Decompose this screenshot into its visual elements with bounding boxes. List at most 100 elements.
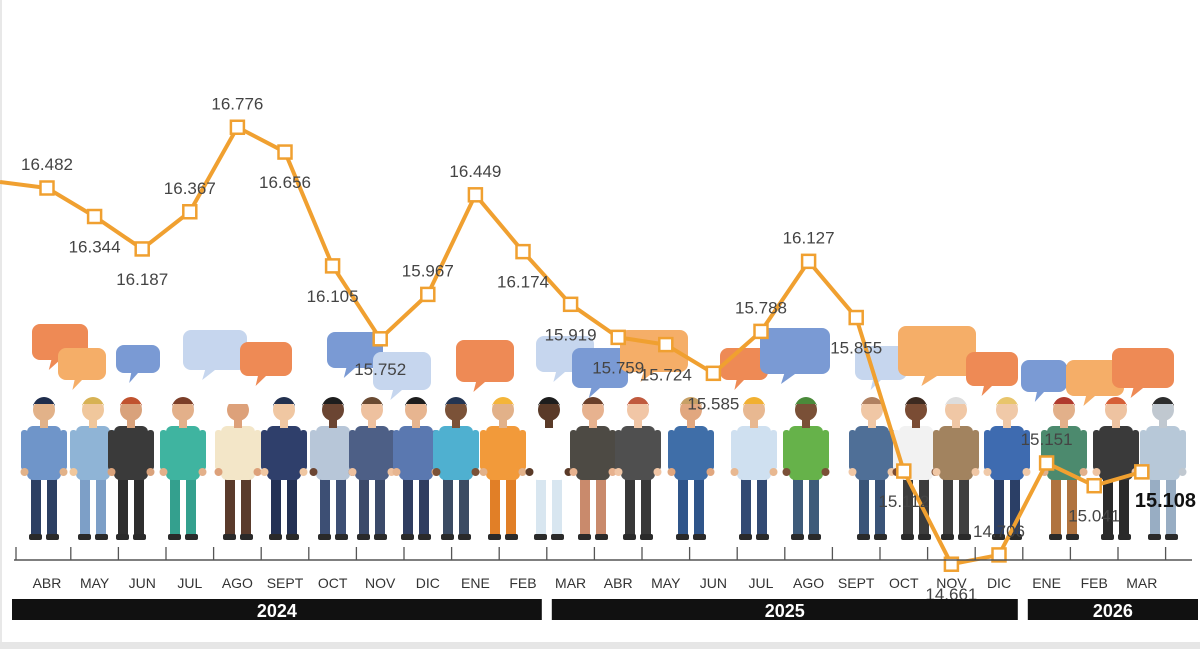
data-label: 16.449 bbox=[449, 162, 501, 181]
speech-bubble-icon bbox=[240, 342, 292, 386]
data-label: 16.776 bbox=[211, 94, 263, 113]
left-edge bbox=[0, 0, 2, 642]
speech-bubble-icon bbox=[58, 348, 106, 390]
speech-bubble-icon bbox=[1021, 360, 1067, 402]
year-band bbox=[551, 599, 1018, 620]
x-tick-label: MAR bbox=[1126, 575, 1157, 591]
x-tick-label: NOV bbox=[936, 575, 967, 591]
data-point-marker bbox=[182, 204, 198, 220]
worker-figure-icon bbox=[20, 397, 68, 540]
x-tick-label: ABR bbox=[604, 575, 633, 591]
x-tick-label: ABR bbox=[33, 575, 62, 591]
data-label: 16.105 bbox=[307, 287, 359, 306]
worker-figure-icon bbox=[730, 397, 778, 540]
data-label: 16.127 bbox=[783, 228, 835, 247]
year-bands: 2024 2025 2026 bbox=[12, 599, 1198, 621]
data-point-marker bbox=[610, 329, 626, 346]
data-label: 15.759 bbox=[592, 358, 644, 377]
speech-bubble-icon bbox=[898, 326, 976, 386]
x-tick-label: JUN bbox=[700, 575, 727, 591]
x-tick-label: NOV bbox=[365, 575, 396, 591]
data-point-marker bbox=[372, 331, 388, 347]
speech-bubble-icon bbox=[456, 340, 514, 392]
worker-figure-icon bbox=[782, 397, 830, 540]
x-axis: ABR MAY JUN JUL AGO SEPT OCT NOV DIC ENE FEB MAR ABR… bbox=[14, 547, 1192, 591]
x-tick-label: OCT bbox=[318, 575, 348, 591]
data-label: 15.788 bbox=[735, 298, 787, 317]
speech-bubble-icon bbox=[116, 345, 160, 383]
data-point-marker bbox=[896, 463, 912, 479]
x-tick-label: ENE bbox=[1032, 575, 1061, 591]
data-label: 15.967 bbox=[402, 261, 454, 280]
worker-figure-icon bbox=[983, 397, 1031, 540]
year-label: 2024 bbox=[257, 601, 297, 621]
x-tick-label: FEB bbox=[1081, 575, 1108, 591]
speech-bubble-icon bbox=[1066, 360, 1124, 406]
workers-group-illustration bbox=[20, 324, 1187, 540]
x-tick-label: AGO bbox=[222, 575, 253, 591]
x-tick-label: ENE bbox=[461, 575, 490, 591]
x-tick-label: DIC bbox=[987, 575, 1011, 591]
data-label: 16.187 bbox=[116, 270, 168, 289]
x-tick-label: JUL bbox=[177, 575, 202, 591]
data-label: 16.174 bbox=[497, 273, 549, 292]
data-label: 14.706 bbox=[973, 522, 1025, 541]
data-point-marker bbox=[515, 243, 531, 260]
data-point-marker bbox=[943, 556, 960, 572]
data-point-marker bbox=[277, 144, 293, 160]
data-point-marker bbox=[705, 365, 722, 382]
data-point-marker bbox=[229, 119, 246, 136]
worker-figure-icon bbox=[569, 397, 617, 540]
year-band bbox=[1027, 599, 1198, 620]
data-point-marker bbox=[753, 323, 769, 340]
worker-figure-icon bbox=[932, 397, 980, 540]
x-tick-label: MAR bbox=[555, 575, 586, 591]
speech-bubble-icon bbox=[572, 348, 628, 398]
year-label: 2026 bbox=[1093, 601, 1133, 621]
worker-figure-icon bbox=[1040, 397, 1088, 540]
year-label: 2025 bbox=[765, 601, 805, 621]
worker-figure-icon bbox=[667, 397, 715, 540]
data-label: 15.855 bbox=[830, 339, 882, 358]
worker-figure-icon bbox=[159, 397, 207, 540]
data-label: 15.108 bbox=[1135, 490, 1196, 512]
data-label: 16.367 bbox=[164, 179, 216, 198]
speech-bubble-icon bbox=[373, 352, 431, 400]
data-label: 16.656 bbox=[259, 173, 311, 192]
worker-figure-icon bbox=[432, 397, 480, 540]
data-point-marker bbox=[467, 187, 484, 203]
data-point-marker bbox=[848, 309, 864, 326]
worker-figure-icon bbox=[525, 397, 573, 540]
data-point-marker bbox=[1086, 477, 1102, 494]
worker-figure-icon bbox=[1139, 397, 1187, 540]
data-point-marker bbox=[800, 253, 817, 270]
data-label: 15.585 bbox=[687, 394, 739, 413]
x-tick-label: MAY bbox=[651, 575, 681, 591]
series-line-group: 16.482 16.344 16.187 16.367 16.776 16.656 16.1… bbox=[0, 94, 1196, 604]
data-point-marker bbox=[324, 258, 341, 274]
worker-figure-icon bbox=[107, 397, 155, 540]
data-label: 16.344 bbox=[69, 238, 121, 257]
data-point-marker bbox=[1038, 455, 1055, 471]
data-point-marker bbox=[86, 208, 103, 225]
data-point-marker bbox=[1134, 464, 1150, 480]
data-point-marker bbox=[134, 241, 150, 257]
speech-bubble-icon bbox=[966, 352, 1018, 396]
x-tick-label: FEB bbox=[509, 575, 536, 591]
data-label: 16.482 bbox=[21, 155, 73, 174]
worker-figure-icon bbox=[848, 397, 896, 540]
data-label: 15.151 bbox=[1021, 430, 1073, 449]
x-tick-label: AGO bbox=[793, 575, 824, 591]
worker-figure-icon bbox=[1092, 397, 1140, 540]
speech-bubble-icon bbox=[1112, 348, 1174, 398]
year-band bbox=[12, 599, 542, 620]
x-tick-label: DIC bbox=[416, 575, 440, 591]
speech-bubble-icon bbox=[327, 332, 383, 378]
worker-figure-icon bbox=[392, 397, 440, 540]
worker-figure-icon bbox=[260, 397, 308, 540]
data-point-marker bbox=[991, 547, 1007, 563]
worker-figure-icon bbox=[348, 397, 396, 540]
x-tick-label: SEPT bbox=[267, 575, 304, 591]
worker-figure-icon bbox=[479, 397, 527, 540]
